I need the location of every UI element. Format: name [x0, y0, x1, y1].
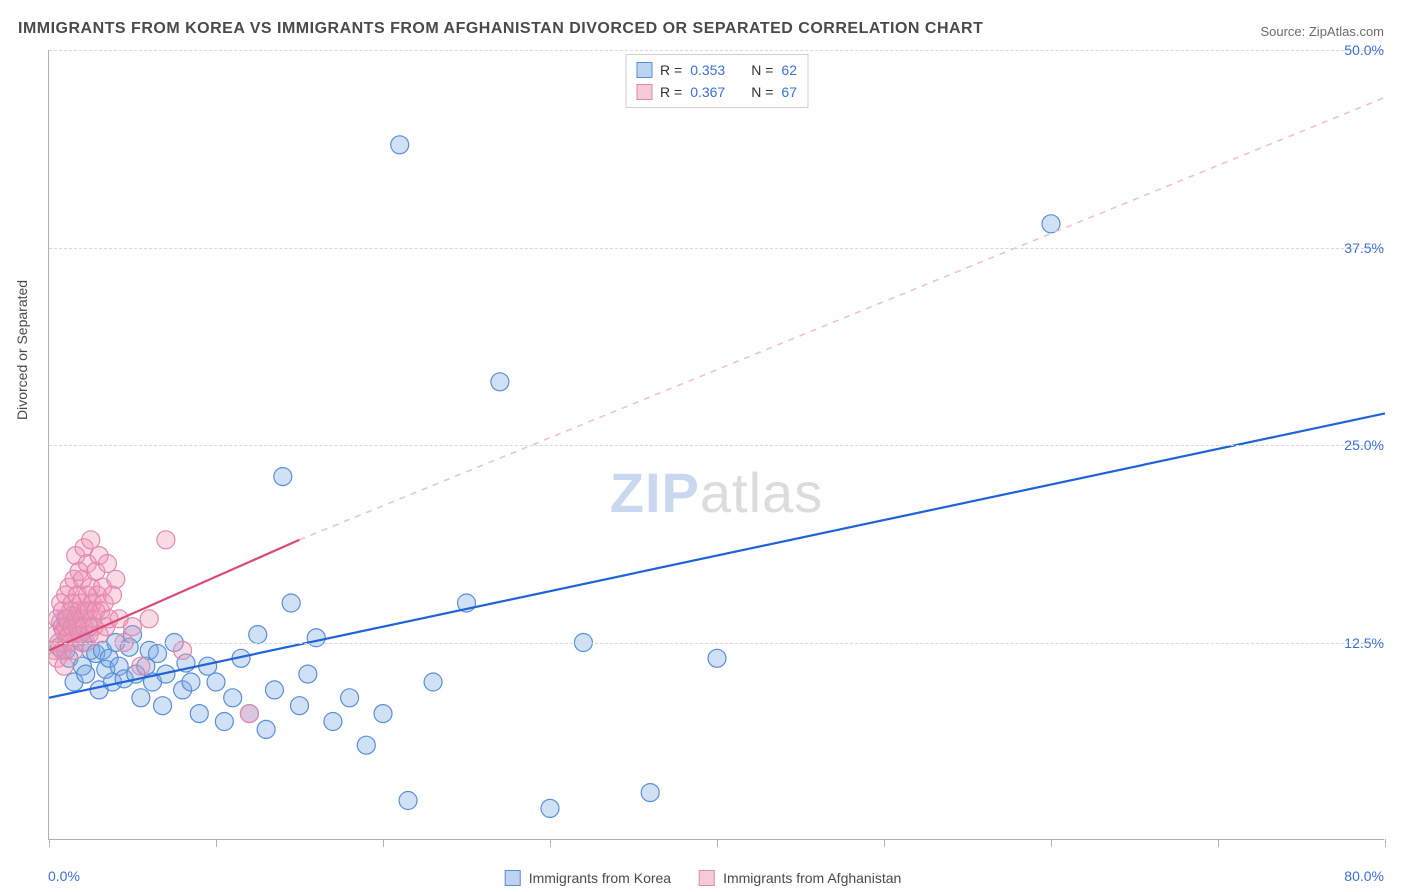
gridline — [49, 248, 1384, 249]
n-value: 67 — [781, 81, 797, 103]
n-value: 62 — [781, 59, 797, 81]
gridline — [49, 445, 1384, 446]
x-tick — [383, 839, 384, 847]
scatter-point — [82, 531, 100, 549]
scatter-point — [291, 697, 309, 715]
scatter-point — [299, 665, 317, 683]
scatter-point — [341, 689, 359, 707]
x-tick — [1218, 839, 1219, 847]
scatter-point — [132, 657, 150, 675]
scatter-point — [240, 705, 258, 723]
legend-label: Immigrants from Afghanistan — [723, 870, 901, 886]
x-axis-max-label: 80.0% — [1344, 868, 1384, 884]
x-tick — [717, 839, 718, 847]
scatter-point — [274, 468, 292, 486]
scatter-point — [224, 689, 242, 707]
scatter-point — [132, 689, 150, 707]
n-label: N = — [751, 59, 773, 81]
legend-item-afghanistan: Immigrants from Afghanistan — [699, 870, 901, 886]
scatter-point — [154, 697, 172, 715]
scatter-point — [641, 784, 659, 802]
scatter-point — [77, 665, 95, 683]
scatter-point — [190, 705, 208, 723]
y-tick-label: 37.5% — [1344, 240, 1384, 256]
source-attribution: Source: ZipAtlas.com — [1260, 24, 1384, 39]
x-tick — [49, 839, 50, 847]
scatter-point — [374, 705, 392, 723]
swatch-pink-icon — [699, 870, 715, 886]
scatter-point — [282, 594, 300, 612]
legend-label: Immigrants from Korea — [529, 870, 671, 886]
x-tick — [884, 839, 885, 847]
r-value: 0.353 — [690, 59, 725, 81]
regression-line-afghanistan-dashed — [300, 97, 1386, 539]
scatter-point — [124, 618, 142, 636]
swatch-pink-icon — [636, 84, 652, 100]
y-tick-label: 12.5% — [1344, 635, 1384, 651]
gridline — [49, 643, 1384, 644]
x-tick — [1051, 839, 1052, 847]
legend-stats-row: R = 0.353 N = 62 — [636, 59, 797, 81]
scatter-point — [149, 645, 167, 663]
scatter-point — [324, 713, 342, 731]
r-label: R = — [660, 59, 682, 81]
scatter-point — [174, 641, 192, 659]
scatter-point — [107, 570, 125, 588]
scatter-point — [708, 649, 726, 667]
scatter-point — [55, 657, 73, 675]
swatch-blue-icon — [505, 870, 521, 886]
legend-stats-box: R = 0.353 N = 62 R = 0.367 N = 67 — [625, 54, 808, 108]
scatter-point — [249, 626, 267, 644]
plot-area: R = 0.353 N = 62 R = 0.367 N = 67 ZIPatl… — [48, 50, 1384, 840]
legend-stats-row: R = 0.367 N = 67 — [636, 81, 797, 103]
scatter-point — [103, 586, 121, 604]
x-tick — [1385, 839, 1386, 847]
scatter-point — [391, 136, 409, 154]
y-axis-label: Divorced or Separated — [14, 280, 30, 420]
x-tick — [550, 839, 551, 847]
scatter-point — [265, 681, 283, 699]
scatter-point — [157, 531, 175, 549]
n-label: N = — [751, 81, 773, 103]
scatter-point — [491, 373, 509, 391]
legend-bottom: Immigrants from Korea Immigrants from Af… — [505, 870, 902, 886]
legend-item-korea: Immigrants from Korea — [505, 870, 671, 886]
x-axis-min-label: 0.0% — [48, 868, 80, 884]
swatch-blue-icon — [636, 62, 652, 78]
scatter-point — [307, 629, 325, 647]
y-tick-label: 50.0% — [1344, 42, 1384, 58]
scatter-point — [140, 610, 158, 628]
scatter-point — [182, 673, 200, 691]
scatter-point — [207, 673, 225, 691]
scatter-point — [98, 555, 116, 573]
gridline — [49, 50, 1384, 51]
scatter-point — [215, 713, 233, 731]
scatter-point — [424, 673, 442, 691]
y-tick-label: 25.0% — [1344, 437, 1384, 453]
scatter-point — [357, 736, 375, 754]
scatter-point — [257, 720, 275, 738]
scatter-point — [541, 799, 559, 817]
chart-title: IMMIGRANTS FROM KOREA VS IMMIGRANTS FROM… — [18, 20, 983, 38]
x-tick — [216, 839, 217, 847]
r-label: R = — [660, 81, 682, 103]
scatter-point — [399, 792, 417, 810]
r-value: 0.367 — [690, 81, 725, 103]
